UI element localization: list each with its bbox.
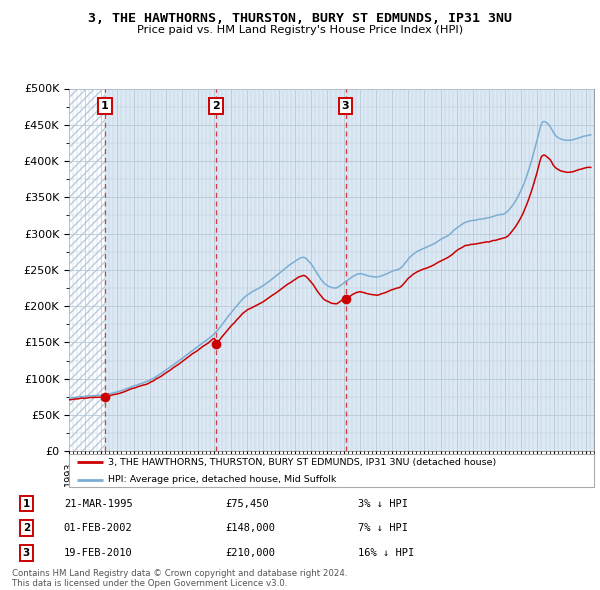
Text: Contains HM Land Registry data © Crown copyright and database right 2024.
This d: Contains HM Land Registry data © Crown c…	[12, 569, 347, 588]
Text: 01-FEB-2002: 01-FEB-2002	[64, 523, 133, 533]
Text: 21-MAR-1995: 21-MAR-1995	[64, 499, 133, 509]
Text: 19-FEB-2010: 19-FEB-2010	[64, 548, 133, 558]
Text: 3% ↓ HPI: 3% ↓ HPI	[358, 499, 407, 509]
Text: 1: 1	[23, 499, 30, 509]
Text: 3, THE HAWTHORNS, THURSTON, BURY ST EDMUNDS, IP31 3NU: 3, THE HAWTHORNS, THURSTON, BURY ST EDMU…	[88, 12, 512, 25]
Text: 2: 2	[212, 101, 220, 111]
FancyBboxPatch shape	[69, 454, 594, 487]
Bar	[69, 88, 105, 451]
Text: Price paid vs. HM Land Registry's House Price Index (HPI): Price paid vs. HM Land Registry's House …	[137, 25, 463, 35]
Text: 3: 3	[23, 548, 30, 558]
Text: 16% ↓ HPI: 16% ↓ HPI	[358, 548, 414, 558]
Text: 2: 2	[23, 523, 30, 533]
Text: 7% ↓ HPI: 7% ↓ HPI	[358, 523, 407, 533]
Text: £75,450: £75,450	[225, 499, 269, 509]
Text: £210,000: £210,000	[225, 548, 275, 558]
Text: 1: 1	[101, 101, 109, 111]
Text: 3: 3	[342, 101, 349, 111]
Text: 3, THE HAWTHORNS, THURSTON, BURY ST EDMUNDS, IP31 3NU (detached house): 3, THE HAWTHORNS, THURSTON, BURY ST EDMU…	[109, 458, 497, 467]
Text: £148,000: £148,000	[225, 523, 275, 533]
Text: HPI: Average price, detached house, Mid Suffolk: HPI: Average price, detached house, Mid …	[109, 475, 337, 484]
